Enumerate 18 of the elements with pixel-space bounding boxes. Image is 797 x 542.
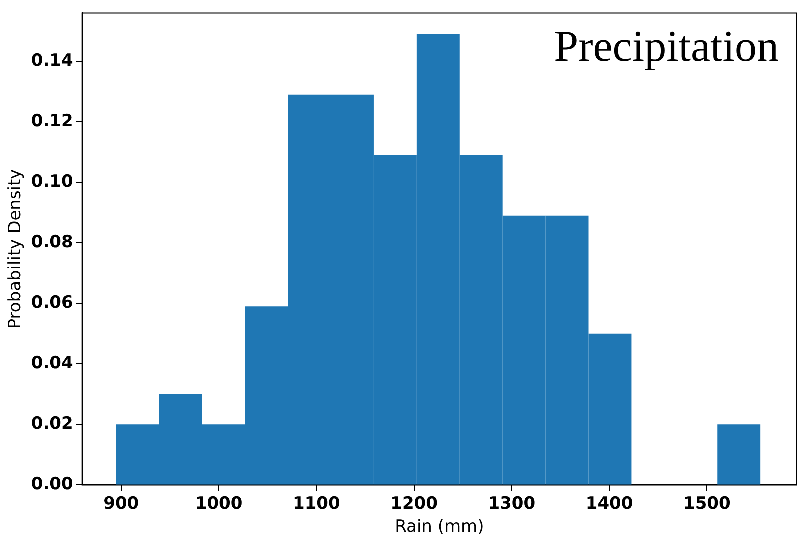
x-tick-label: 900: [104, 494, 140, 514]
x-axis-title: Rain (mm): [395, 517, 484, 538]
x-tick-label: 1200: [390, 494, 438, 514]
y-tick-label: 0.06: [31, 293, 74, 314]
x-tick-label: 1500: [684, 494, 731, 514]
y-tick-label: 0.02: [31, 414, 74, 434]
x-tick-label: 1400: [586, 494, 634, 514]
x-tick-label: 1000: [195, 494, 243, 514]
y-tick-label: 0.10: [31, 172, 74, 192]
y-tick-label: 0.00: [31, 474, 74, 495]
y-tick-label: 0.12: [31, 112, 74, 132]
y-axis-title: Probability Density: [6, 169, 26, 330]
chart-title: Precipitation: [554, 22, 779, 71]
x-tick-label: 1300: [488, 494, 536, 514]
y-tick-label: 0.08: [31, 232, 74, 253]
x-tick-label: 1100: [292, 494, 340, 514]
y-tick-label: 0.14: [31, 51, 74, 72]
y-tick-label: 0.04: [31, 354, 74, 374]
